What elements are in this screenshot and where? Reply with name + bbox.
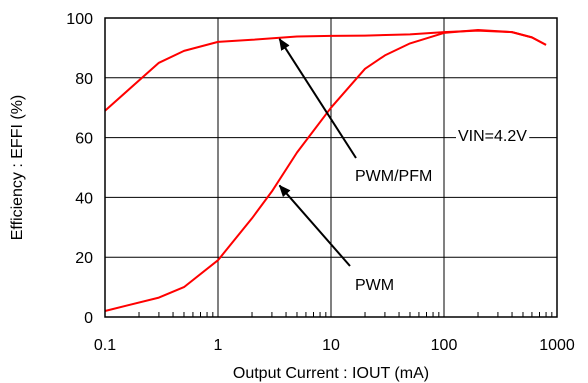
series-layer — [104, 29, 547, 312]
annotation-pwm: PWM — [355, 277, 394, 294]
y-tick-label: 20 — [75, 250, 93, 267]
x-tick-label: 100 — [431, 337, 458, 354]
x-tick-label: 1 — [214, 337, 223, 354]
y-tick-label: 60 — [75, 131, 93, 148]
x-axis-title: Output Current : IOUT (mA) — [233, 365, 429, 382]
annotation-background — [353, 276, 397, 295]
arrow-pwm-pfm — [278, 38, 357, 159]
series-line-pwm-pfm — [104, 29, 547, 112]
y-tick-label: 100 — [66, 11, 93, 28]
y-tick-label: 40 — [75, 190, 93, 207]
x-tick-label: 10 — [322, 337, 340, 354]
x-tick-label: 0.1 — [94, 337, 116, 354]
annotation-pwm-pfm: PWM/PFM — [355, 168, 432, 185]
annotation-vin-4-2v: VIN=4.2V — [458, 128, 527, 145]
y-tick-label: 0 — [84, 310, 93, 327]
plot-frame — [104, 17, 558, 318]
annotation-background — [456, 127, 530, 146]
series-line-pwm — [104, 29, 547, 312]
annotation-layer: VIN=4.2V PWM/PFM PWM — [278, 38, 530, 295]
y-axis-title: Efficiency : EFFI (%) — [9, 95, 26, 241]
x-tick-label: 1000 — [539, 337, 575, 354]
y-tick-label: 80 — [75, 71, 93, 88]
grid-layer — [104, 17, 558, 318]
arrow-pwm — [278, 184, 351, 267]
tick-label-layer: 0.1 1 10 100 1000 0 20 40 60 80 100 — [66, 11, 575, 354]
annotation-background — [353, 167, 435, 186]
